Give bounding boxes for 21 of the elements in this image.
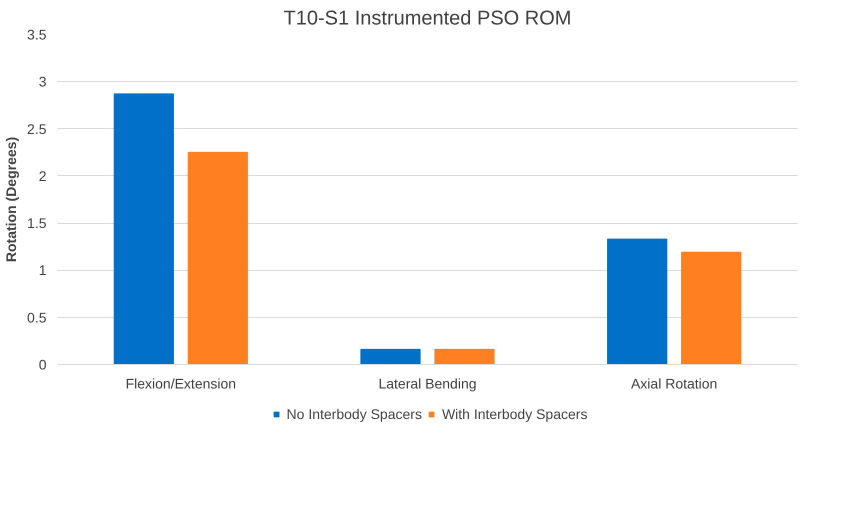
y-tick-label: 2.5 (27, 120, 47, 137)
legend-label: With Interbody Spacers (442, 406, 588, 422)
x-tick-label: Axial Rotation (630, 376, 718, 392)
y-tick-label: 1.5 (27, 215, 47, 232)
bar (188, 152, 248, 364)
y-tick-label: 0.5 (27, 309, 47, 326)
y-tick-label: 1 (38, 262, 47, 278)
bar (360, 348, 421, 364)
y-tick-label: 0 (38, 356, 47, 372)
y-tick-label: 2 (38, 168, 47, 184)
x-tick-label: Lateral Bending (378, 376, 477, 392)
y-axis-title: Rotation (Degrees) (3, 136, 20, 262)
chart-title: T10-S1 Instrumented PSO ROM (284, 8, 572, 30)
bar (681, 252, 742, 364)
y-tick-label: 3 (38, 74, 47, 90)
legend-label: No Interbody Spacers (286, 406, 422, 422)
bar (114, 93, 174, 364)
y-tick-label: 3.5 (27, 26, 47, 42)
bar (434, 348, 495, 364)
bar (607, 238, 668, 364)
x-tick-label: Flexion/Extension (126, 376, 236, 392)
